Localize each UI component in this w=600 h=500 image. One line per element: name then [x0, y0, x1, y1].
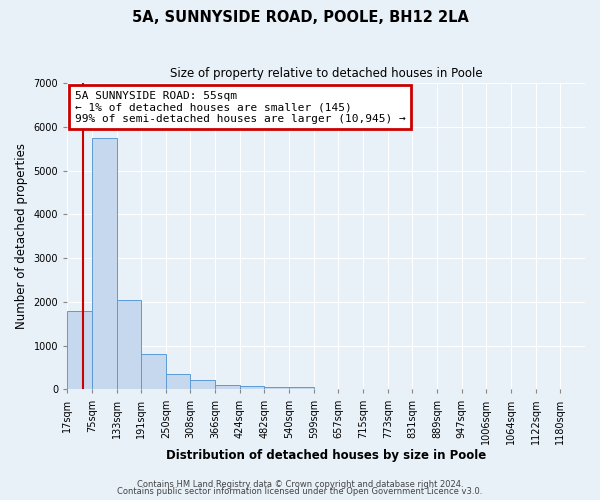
Bar: [141, 354, 166, 390]
Bar: [215, 386, 240, 390]
X-axis label: Distribution of detached houses by size in Poole: Distribution of detached houses by size …: [166, 450, 486, 462]
Bar: [190, 380, 215, 390]
Text: 5A SUNNYSIDE ROAD: 55sqm
← 1% of detached houses are smaller (145)
99% of semi-d: 5A SUNNYSIDE ROAD: 55sqm ← 1% of detache…: [75, 90, 406, 124]
Y-axis label: Number of detached properties: Number of detached properties: [15, 143, 28, 329]
Text: 5A, SUNNYSIDE ROAD, POOLE, BH12 2LA: 5A, SUNNYSIDE ROAD, POOLE, BH12 2LA: [131, 10, 469, 25]
Bar: [166, 374, 190, 390]
Title: Size of property relative to detached houses in Poole: Size of property relative to detached ho…: [170, 68, 482, 80]
Text: Contains HM Land Registry data © Crown copyright and database right 2024.: Contains HM Land Registry data © Crown c…: [137, 480, 463, 489]
Bar: [92, 138, 116, 390]
Bar: [265, 387, 289, 390]
Bar: [116, 300, 141, 390]
Bar: [289, 387, 314, 390]
Bar: [240, 386, 265, 390]
Bar: [67, 310, 92, 390]
Text: Contains public sector information licensed under the Open Government Licence v3: Contains public sector information licen…: [118, 487, 482, 496]
